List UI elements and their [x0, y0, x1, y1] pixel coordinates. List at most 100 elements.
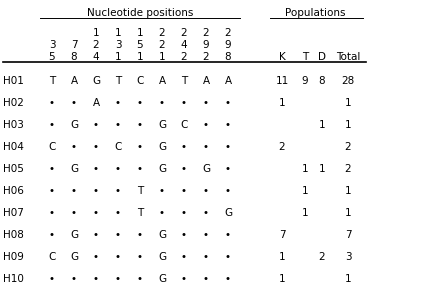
Text: C: C — [48, 252, 55, 262]
Text: •: • — [224, 164, 230, 174]
Text: A: A — [70, 76, 77, 86]
Text: •: • — [137, 164, 143, 174]
Text: 2: 2 — [202, 28, 209, 38]
Text: 1: 1 — [318, 120, 325, 130]
Text: Total: Total — [335, 52, 359, 62]
Text: •: • — [159, 208, 165, 218]
Text: 2: 2 — [158, 28, 165, 38]
Text: •: • — [181, 164, 187, 174]
Text: 2: 2 — [202, 52, 209, 62]
Text: C: C — [136, 76, 143, 86]
Text: 1: 1 — [301, 164, 307, 174]
Text: •: • — [115, 186, 121, 196]
Text: •: • — [71, 208, 77, 218]
Text: 1: 1 — [301, 208, 307, 218]
Text: T: T — [301, 52, 307, 62]
Text: •: • — [93, 230, 99, 240]
Text: •: • — [49, 208, 55, 218]
Text: •: • — [203, 186, 209, 196]
Text: •: • — [181, 98, 187, 108]
Text: •: • — [49, 120, 55, 130]
Text: •: • — [203, 274, 209, 284]
Text: •: • — [137, 98, 143, 108]
Text: G: G — [70, 120, 78, 130]
Text: H08: H08 — [3, 230, 24, 240]
Text: T: T — [181, 76, 187, 86]
Text: C: C — [114, 142, 121, 152]
Text: H01: H01 — [3, 76, 24, 86]
Text: 7: 7 — [71, 40, 77, 50]
Text: 2: 2 — [224, 28, 231, 38]
Text: H10: H10 — [3, 274, 24, 284]
Text: •: • — [203, 208, 209, 218]
Text: A: A — [92, 98, 99, 108]
Text: •: • — [203, 252, 209, 262]
Text: •: • — [159, 98, 165, 108]
Text: •: • — [203, 142, 209, 152]
Text: 2: 2 — [278, 142, 285, 152]
Text: 1: 1 — [114, 28, 121, 38]
Text: 1: 1 — [278, 98, 285, 108]
Text: 1: 1 — [344, 120, 350, 130]
Text: 2: 2 — [344, 142, 350, 152]
Text: G: G — [202, 164, 209, 174]
Text: 1: 1 — [278, 252, 285, 262]
Text: •: • — [115, 164, 121, 174]
Text: •: • — [71, 186, 77, 196]
Text: 1: 1 — [136, 28, 143, 38]
Text: 2: 2 — [92, 40, 99, 50]
Text: H02: H02 — [3, 98, 24, 108]
Text: T: T — [49, 76, 55, 86]
Text: •: • — [181, 186, 187, 196]
Text: 2: 2 — [180, 28, 187, 38]
Text: 9: 9 — [301, 76, 307, 86]
Text: T: T — [137, 208, 143, 218]
Text: 28: 28 — [341, 76, 354, 86]
Text: 3: 3 — [49, 40, 55, 50]
Text: H06: H06 — [3, 186, 24, 196]
Text: K: K — [278, 52, 285, 62]
Text: •: • — [115, 98, 121, 108]
Text: •: • — [93, 142, 99, 152]
Text: •: • — [93, 208, 99, 218]
Text: A: A — [158, 76, 165, 86]
Text: •: • — [49, 164, 55, 174]
Text: •: • — [224, 142, 230, 152]
Text: A: A — [224, 76, 231, 86]
Text: H03: H03 — [3, 120, 24, 130]
Text: •: • — [137, 142, 143, 152]
Text: •: • — [93, 186, 99, 196]
Text: 11: 11 — [275, 76, 288, 86]
Text: •: • — [181, 230, 187, 240]
Text: •: • — [137, 120, 143, 130]
Text: •: • — [115, 120, 121, 130]
Text: C: C — [180, 120, 187, 130]
Text: •: • — [137, 230, 143, 240]
Text: 1: 1 — [318, 164, 325, 174]
Text: Nucleotide positions: Nucleotide positions — [86, 8, 193, 18]
Text: 1: 1 — [158, 52, 165, 62]
Text: •: • — [224, 186, 230, 196]
Text: 1: 1 — [301, 186, 307, 196]
Text: •: • — [137, 252, 143, 262]
Text: 5: 5 — [136, 40, 143, 50]
Text: •: • — [224, 274, 230, 284]
Text: G: G — [224, 208, 231, 218]
Text: •: • — [71, 142, 77, 152]
Text: 5: 5 — [49, 52, 55, 62]
Text: •: • — [181, 252, 187, 262]
Text: 8: 8 — [318, 76, 325, 86]
Text: H04: H04 — [3, 142, 24, 152]
Text: •: • — [115, 252, 121, 262]
Text: G: G — [92, 76, 100, 86]
Text: •: • — [93, 120, 99, 130]
Text: H05: H05 — [3, 164, 24, 174]
Text: 1: 1 — [344, 274, 350, 284]
Text: •: • — [181, 142, 187, 152]
Text: •: • — [224, 120, 230, 130]
Text: T: T — [115, 76, 121, 86]
Text: •: • — [115, 208, 121, 218]
Text: •: • — [93, 274, 99, 284]
Text: G: G — [70, 252, 78, 262]
Text: G: G — [157, 164, 166, 174]
